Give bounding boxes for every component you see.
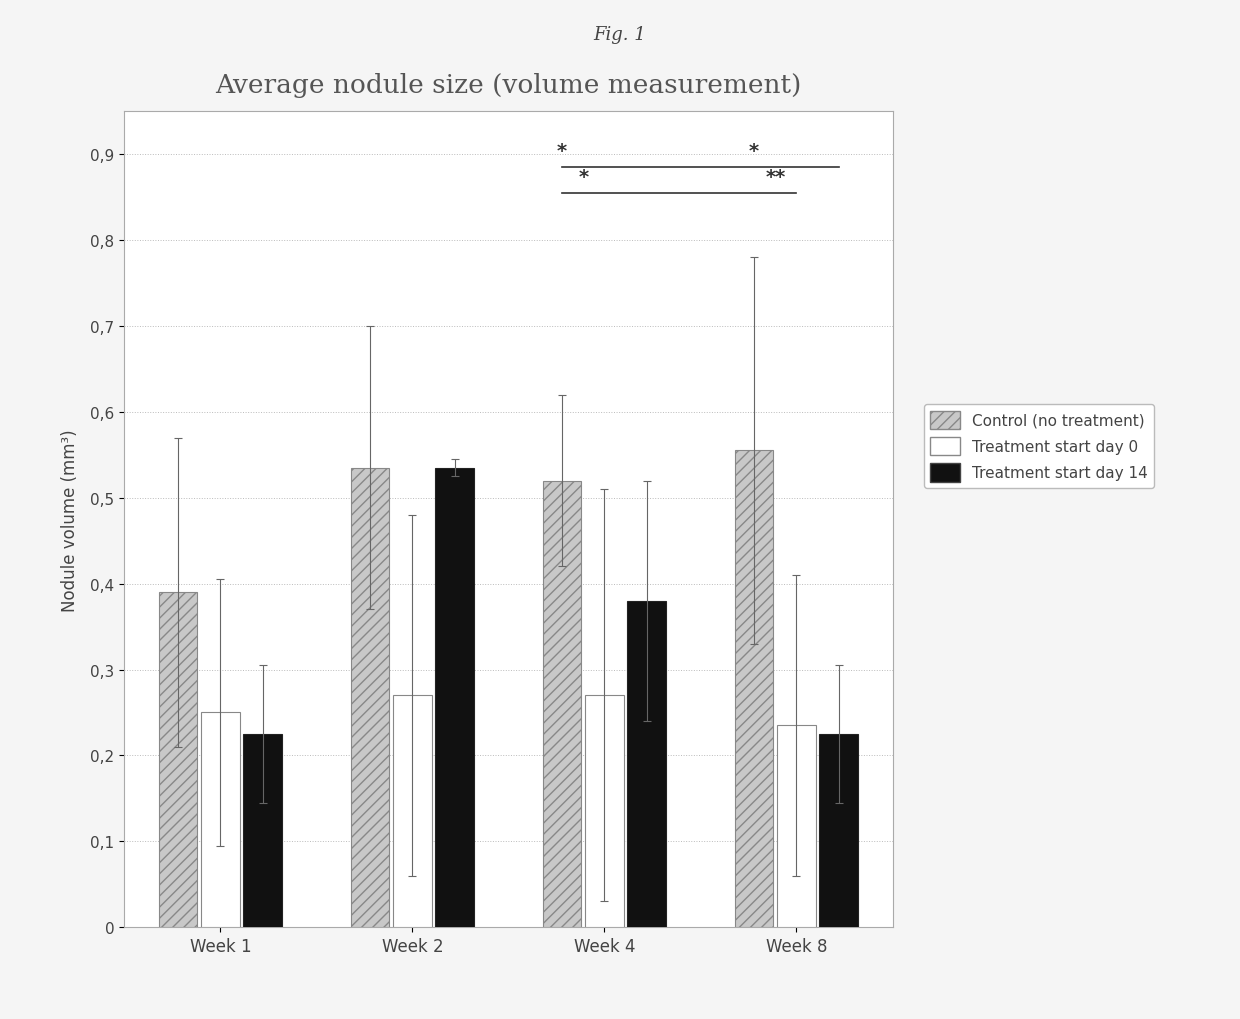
Bar: [543, 481, 582, 927]
Title: Average nodule size (volume measurement): Average nodule size (volume measurement): [216, 72, 801, 98]
Y-axis label: Nodule volume (mm³): Nodule volume (mm³): [61, 428, 79, 611]
Bar: [435, 468, 474, 927]
Text: Fig. 1: Fig. 1: [594, 25, 646, 44]
Text: **: **: [765, 168, 785, 186]
Bar: [201, 712, 239, 927]
Bar: [735, 451, 774, 927]
Bar: [351, 468, 389, 927]
Bar: [777, 726, 816, 927]
Text: *: *: [749, 142, 759, 161]
Bar: [393, 696, 432, 927]
Bar: [243, 735, 281, 927]
Bar: [820, 735, 858, 927]
Bar: [585, 696, 624, 927]
Text: *: *: [557, 142, 567, 161]
Text: *: *: [578, 168, 588, 186]
Bar: [159, 593, 197, 927]
Bar: [627, 601, 666, 927]
Legend: Control (no treatment), Treatment start day 0, Treatment start day 14: Control (no treatment), Treatment start …: [924, 405, 1154, 488]
